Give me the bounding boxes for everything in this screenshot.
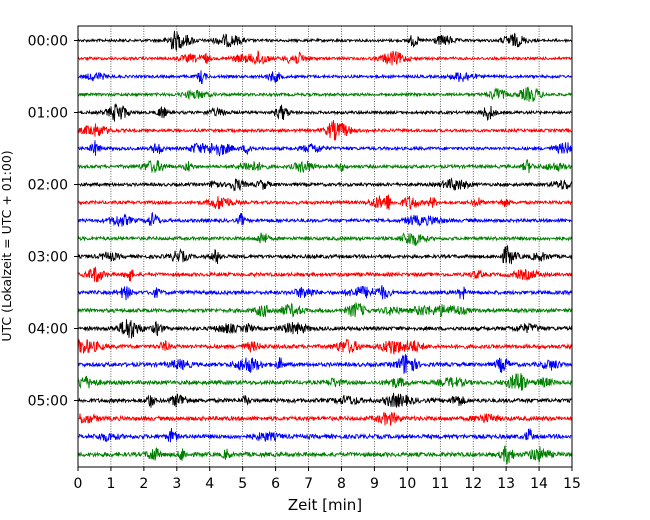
x-tick-label: 1: [106, 476, 115, 492]
trace-line: [77, 245, 573, 265]
plot-background: [78, 26, 572, 467]
x-tick-label: 7: [304, 476, 313, 492]
y-axis-ticks: 00:00 01:00 02:00 03:00 04:00 05:00: [28, 34, 78, 410]
x-tick-label: 9: [370, 476, 379, 492]
x-axis-ticks: 0 1 2 3 4 5 6 7 8 9 10 11 12 13 14 15: [74, 467, 581, 492]
x-tick-label: 2: [139, 476, 148, 492]
y-tick-label: 01:00: [28, 106, 68, 122]
trace-line: [77, 103, 573, 122]
trace-line: [77, 70, 573, 85]
x-tick-label: 11: [431, 476, 449, 492]
x-tick-label: 4: [205, 476, 214, 492]
trace-line: [77, 211, 573, 227]
x-tick-label: 12: [464, 476, 482, 492]
trace-line: [77, 120, 573, 141]
trace-line: [77, 319, 573, 339]
trace-line: [77, 373, 573, 391]
trace-line: [77, 285, 573, 301]
trace-line: [77, 338, 573, 355]
x-tick-label: 10: [398, 476, 416, 492]
x-tick-label: 15: [563, 476, 581, 492]
trace-line: [77, 177, 573, 192]
trace-line: [77, 140, 573, 157]
trace-line: [77, 428, 573, 443]
trace-line: [77, 232, 573, 247]
trace-line: [77, 392, 573, 408]
x-tick-label: 6: [271, 476, 280, 492]
y-tick-label: 02:00: [28, 178, 68, 194]
trace-line: [77, 302, 573, 318]
y-tick-label: 03:00: [28, 250, 68, 266]
trace-line: [77, 50, 573, 66]
y-axis-label: UTC (Lokalzeit = UTC + 01:00): [0, 150, 14, 341]
grid-lines: [110, 26, 540, 467]
trace-line: [77, 266, 573, 283]
trace-line: [77, 445, 573, 465]
x-axis-label: Zeit [min]: [288, 496, 362, 514]
trace-group: [77, 30, 573, 465]
x-tick-label: 5: [238, 476, 247, 492]
y-tick-label: 04:00: [28, 322, 68, 338]
y-tick-label: 00:00: [28, 34, 68, 50]
x-tick-label: 0: [74, 476, 83, 492]
trace-line: [77, 411, 573, 426]
trace-line: [77, 30, 573, 52]
trace-line: [77, 354, 573, 374]
x-tick-label: 8: [337, 476, 346, 492]
x-tick-label: 14: [530, 476, 548, 492]
plot-frame: [77, 25, 573, 468]
trace-line: [77, 86, 573, 102]
trace-line: [77, 194, 573, 210]
trace-line: [77, 159, 573, 174]
x-tick-label: 3: [172, 476, 181, 492]
x-tick-label: 13: [497, 476, 515, 492]
y-tick-label: 05:00: [28, 394, 68, 410]
